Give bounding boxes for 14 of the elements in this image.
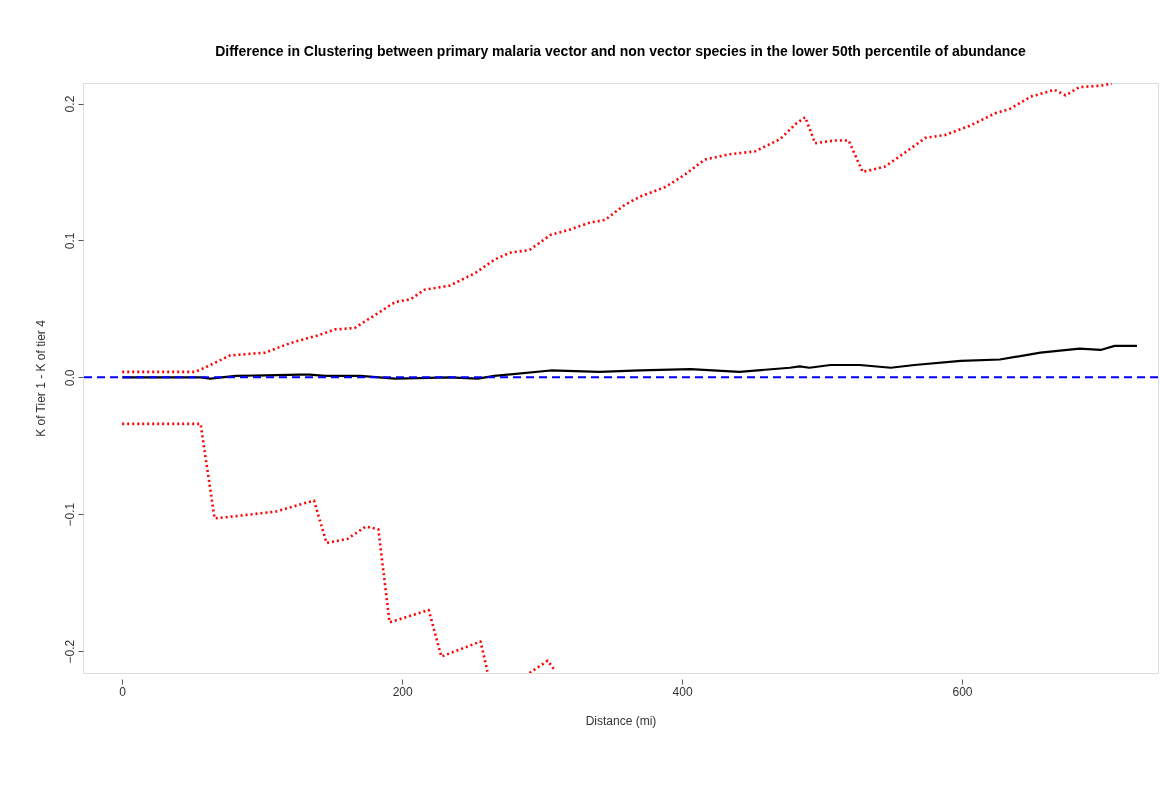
x-tick-label: 200	[392, 684, 413, 699]
line-series	[120, 83, 1114, 374]
x-tick-label: 400	[672, 684, 693, 699]
y-tick-label: −0.2	[62, 639, 77, 664]
x-tick-label: 600	[952, 684, 973, 699]
chart-title: Difference in Clustering between primary malaria vector and non vector species in the lower 50th percentile of abundance	[215, 43, 1027, 59]
line-series	[121, 344, 1139, 380]
x-axis-title: Distance (mi)	[585, 713, 657, 728]
y-tick-label: 0.2	[62, 95, 77, 113]
y-axis-title: K of Tier 1 - K of tier 4	[33, 319, 48, 437]
y-tick-label: 0.0	[62, 369, 77, 387]
x-tick-label: 0	[119, 684, 127, 699]
y-tick-label: −0.1	[62, 502, 77, 527]
y-tick-label: 0.1	[62, 232, 77, 250]
